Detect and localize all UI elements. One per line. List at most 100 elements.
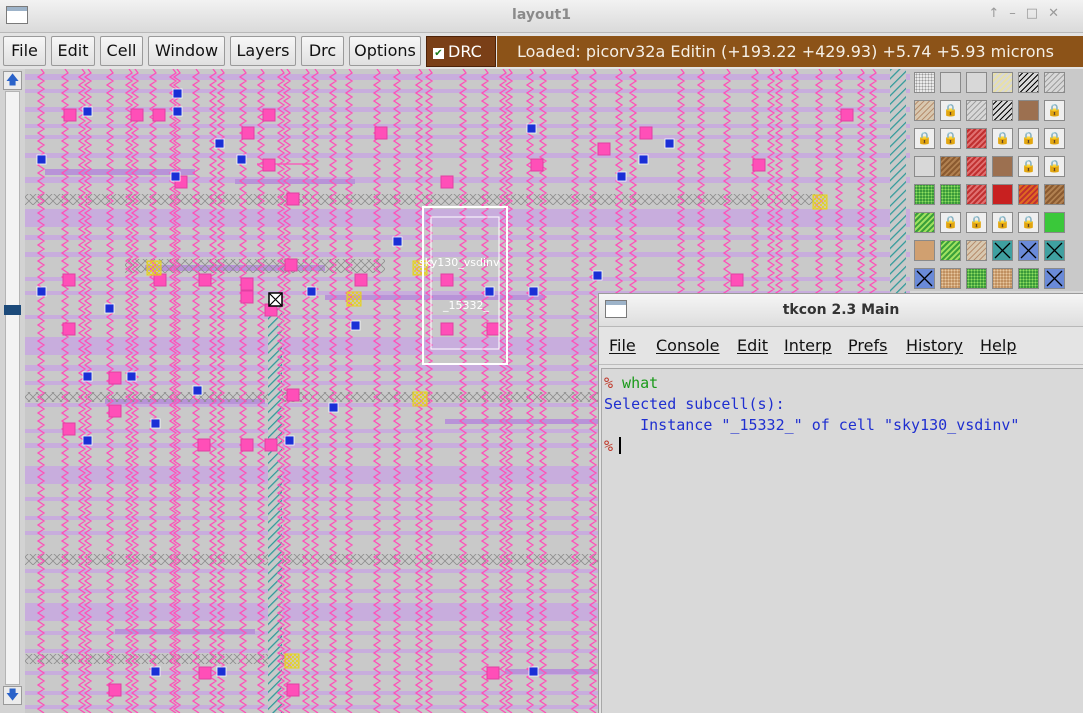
layer-swatch-tan-hatch[interactable]: [914, 100, 935, 121]
metal-wire: [392, 69, 402, 713]
metal-strap: [25, 153, 910, 158]
menu-file[interactable]: File: [3, 36, 46, 66]
scroll-up-icon[interactable]: 🡅: [3, 71, 22, 90]
minimize-icon[interactable]: –: [1009, 6, 1026, 21]
tkcon-titlebar[interactable]: tkcon 2.3 Main: [599, 294, 1083, 327]
checkbox-icon[interactable]: ✔: [433, 48, 444, 59]
layer-swatch-x-blue[interactable]: [914, 268, 935, 289]
tk-menu-prefs[interactable]: Prefs: [848, 336, 888, 355]
layer-swatch-lock[interactable]: 🔒: [1018, 156, 1039, 177]
layer-swatch-red-hatch[interactable]: [966, 184, 987, 205]
console-output[interactable]: % what Selected subcell(s): Instance "_1…: [601, 368, 1083, 713]
close-icon[interactable]: ✕: [1048, 6, 1069, 21]
layer-swatch-gray[interactable]: [914, 156, 935, 177]
layer-swatch-green-dots[interactable]: [1018, 268, 1039, 289]
menu-layers[interactable]: Layers: [230, 36, 296, 66]
contact: [354, 273, 368, 287]
menu-drc[interactable]: Drc: [301, 36, 344, 66]
via: [484, 286, 495, 297]
layer-swatch-tan-dots[interactable]: [992, 268, 1013, 289]
contact: [198, 666, 212, 680]
layer-swatch-green-dots[interactable]: [914, 184, 935, 205]
layer-swatch-lock[interactable]: 🔒: [992, 128, 1013, 149]
layer-swatch-lock[interactable]: 🔒: [1018, 128, 1039, 149]
maximize-icon[interactable]: □: [1025, 6, 1049, 21]
layer-swatch-lock[interactable]: 🔒: [940, 128, 961, 149]
contact: [440, 175, 454, 189]
layer-swatch-gray-hatch[interactable]: [966, 100, 987, 121]
layer-swatch-lock[interactable]: 🔒: [940, 212, 961, 233]
tk-menu-interp[interactable]: Interp: [784, 336, 832, 355]
layer-swatch-stipple[interactable]: [914, 72, 935, 93]
layer-swatch-brown[interactable]: [1018, 100, 1039, 121]
layer-swatch-lock[interactable]: 🔒: [940, 100, 961, 121]
layer-swatch-green[interactable]: [1044, 212, 1065, 233]
window-controls[interactable]: ↑–□✕: [988, 6, 1069, 21]
layer-swatch-lock[interactable]: 🔒: [1018, 212, 1039, 233]
layer-swatch-green-dots[interactable]: [966, 268, 987, 289]
metal-wire: [310, 69, 320, 713]
layer-swatch-yellow-hatch[interactable]: [992, 72, 1013, 93]
contact: [108, 404, 122, 418]
contact: [153, 273, 167, 287]
layer-swatch-lock[interactable]: 🔒: [1044, 128, 1065, 149]
layout-window-titlebar[interactable]: layout1 ↑–□✕: [0, 0, 1083, 33]
layer-swatch-lock[interactable]: 🔒: [992, 212, 1013, 233]
console-input-line[interactable]: %: [604, 436, 1083, 457]
tk-menu-console[interactable]: Console: [656, 336, 720, 355]
tk-menu-file[interactable]: File: [609, 336, 636, 355]
layer-swatch-brown-hatch[interactable]: [940, 156, 961, 177]
metal-wire: [414, 69, 424, 713]
layer-swatch-green-hatch[interactable]: [914, 212, 935, 233]
layer-swatch-tan[interactable]: [914, 240, 935, 261]
layer-swatch-gray[interactable]: [966, 72, 987, 93]
layer-swatch-tan-dots[interactable]: [940, 268, 961, 289]
layer-swatch-lock[interactable]: 🔒: [966, 212, 987, 233]
layer-swatch-orange-hatch[interactable]: [1018, 184, 1039, 205]
layer-swatch-red-hatch[interactable]: [966, 156, 987, 177]
contact: [440, 273, 454, 287]
keep-above-icon[interactable]: ↑: [988, 6, 1010, 21]
yellow-contact: [346, 291, 362, 307]
layer-swatch-x-teal[interactable]: [1044, 240, 1065, 261]
selection-box[interactable]: sky130_vsdinv _15332_: [419, 206, 508, 365]
layer-swatch-green-dots[interactable]: [940, 184, 961, 205]
layer-swatch-black-hatch[interactable]: [1018, 72, 1039, 93]
layer-swatch-tan-hatch[interactable]: [966, 240, 987, 261]
metal-strap: [25, 177, 910, 183]
yellow-contact: [146, 260, 162, 276]
layer-swatch-red-hatch[interactable]: [966, 128, 987, 149]
layer-swatch-green-hatch[interactable]: [940, 240, 961, 261]
layer-swatch-lock[interactable]: 🔒: [1044, 100, 1065, 121]
window-icon[interactable]: [605, 300, 627, 318]
layer-swatch-x-teal[interactable]: [992, 240, 1013, 261]
scroll-trough[interactable]: [5, 91, 20, 685]
layer-swatch-brown[interactable]: [992, 156, 1013, 177]
metal-wire: [504, 69, 514, 713]
tk-menu-help[interactable]: Help: [980, 336, 1017, 355]
tk-menu-history[interactable]: History: [906, 336, 963, 355]
layer-swatch-gray[interactable]: [940, 72, 961, 93]
menu-cell[interactable]: Cell: [100, 36, 143, 66]
layer-swatch-brown-hatch[interactable]: [1044, 184, 1065, 205]
layer-palette[interactable]: 🔒 🔒 🔒 🔒 🔒 🔒 🔒 🔒 🔒 🔒 🔒 🔒 🔒: [910, 69, 1083, 291]
tk-menu-edit[interactable]: Edit: [737, 336, 768, 355]
window-icon[interactable]: [6, 6, 28, 24]
layer-swatch-lock[interactable]: 🔒: [1044, 156, 1065, 177]
menu-options[interactable]: Options: [349, 36, 421, 66]
vertical-scrollbar[interactable]: 🡅 🡇: [0, 69, 25, 713]
scroll-down-icon[interactable]: 🡇: [3, 686, 22, 705]
drc-toggle-button[interactable]: ✔ DRC: [426, 36, 496, 67]
layer-swatch-gray-hatch[interactable]: [1044, 72, 1065, 93]
menu-window[interactable]: Window: [148, 36, 225, 66]
via: [328, 402, 339, 413]
layer-swatch-red[interactable]: [992, 184, 1013, 205]
scroll-thumb[interactable]: [4, 305, 21, 315]
layer-swatch-lock[interactable]: 🔒: [914, 128, 935, 149]
contact: [198, 273, 212, 287]
tkcon-window[interactable]: tkcon 2.3 Main File Console Edit Interp …: [598, 293, 1083, 713]
layer-swatch-black-hatch[interactable]: [992, 100, 1013, 121]
layer-swatch-x-blue[interactable]: [1044, 268, 1065, 289]
layer-swatch-x-blue[interactable]: [1018, 240, 1039, 261]
menu-edit[interactable]: Edit: [51, 36, 95, 66]
